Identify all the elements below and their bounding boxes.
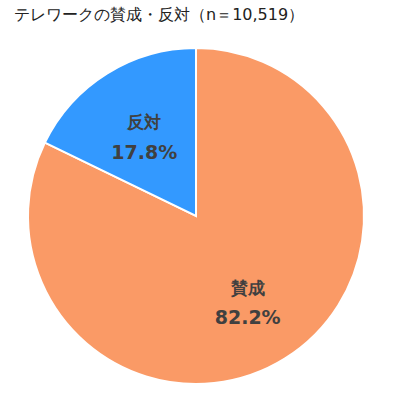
svg-text:賛成82.2%: 賛成82.2%	[215, 277, 281, 327]
html-text:テレワークの賛成・反対（n＝10,519）: テレワークの賛成・反対（n＝10,519）	[14, 5, 305, 24]
svg-text:反対17.8%: 反対17.8%	[111, 112, 177, 162]
